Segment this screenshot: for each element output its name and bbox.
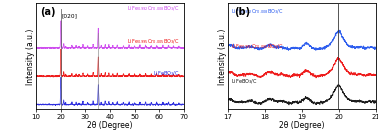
Y-axis label: Intensity (a.u.): Intensity (a.u.) (218, 28, 227, 85)
X-axis label: 2θ (Degree): 2θ (Degree) (87, 121, 133, 130)
X-axis label: 2θ (Degree): 2θ (Degree) (279, 121, 325, 130)
Y-axis label: Intensity (a.u.): Intensity (a.u.) (26, 28, 34, 85)
Text: LiFe$_{0.992}$Cr$_{0.008}$BO$_3$/C: LiFe$_{0.992}$Cr$_{0.008}$BO$_3$/C (127, 4, 180, 13)
Text: (b): (b) (234, 7, 250, 17)
Text: LiFe$_{0.992}$Cr$_{0.008}$BO$_3$/C: LiFe$_{0.992}$Cr$_{0.008}$BO$_3$/C (231, 7, 284, 16)
Text: LiFeBO$_3$/C: LiFeBO$_3$/C (153, 69, 180, 78)
Text: LiFeBO$_3$/C: LiFeBO$_3$/C (231, 77, 258, 86)
Text: [020]: [020] (62, 13, 77, 18)
Text: LiFe$_{0.995}$Cr$_{0.005}$BO$_3$/C: LiFe$_{0.995}$Cr$_{0.005}$BO$_3$/C (231, 42, 284, 51)
Text: LiFe$_{0.995}$Cr$_{0.005}$BO$_3$/C: LiFe$_{0.995}$Cr$_{0.005}$BO$_3$/C (127, 37, 180, 46)
Text: (a): (a) (40, 7, 56, 17)
